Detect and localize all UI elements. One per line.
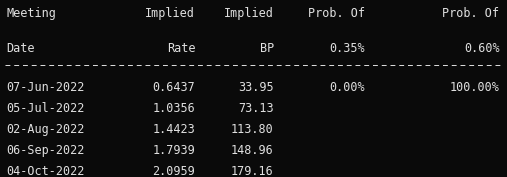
Text: 113.80: 113.80 (231, 123, 274, 136)
Text: 2.0959: 2.0959 (153, 165, 195, 177)
Text: 0.00%: 0.00% (330, 81, 365, 94)
Text: BP: BP (260, 42, 274, 55)
Text: 1.4423: 1.4423 (153, 123, 195, 136)
Text: 1.0356: 1.0356 (153, 102, 195, 115)
Text: 04-Oct-2022: 04-Oct-2022 (6, 165, 85, 177)
Text: 06-Sep-2022: 06-Sep-2022 (6, 144, 85, 157)
Text: 0.6437: 0.6437 (153, 81, 195, 94)
Text: 0.60%: 0.60% (464, 42, 499, 55)
Text: 33.95: 33.95 (238, 81, 274, 94)
Text: 05-Jul-2022: 05-Jul-2022 (6, 102, 85, 115)
Text: Prob. Of: Prob. Of (443, 7, 499, 20)
Text: 1.7939: 1.7939 (153, 144, 195, 157)
Text: Rate: Rate (167, 42, 195, 55)
Text: Implied: Implied (224, 7, 274, 20)
Text: Date: Date (6, 42, 34, 55)
Text: 0.35%: 0.35% (330, 42, 365, 55)
Text: 02-Aug-2022: 02-Aug-2022 (6, 123, 85, 136)
Text: 100.00%: 100.00% (450, 81, 499, 94)
Text: 179.16: 179.16 (231, 165, 274, 177)
Text: Meeting: Meeting (6, 7, 56, 20)
Text: 07-Jun-2022: 07-Jun-2022 (6, 81, 85, 94)
Text: 73.13: 73.13 (238, 102, 274, 115)
Text: Implied: Implied (146, 7, 195, 20)
Text: 148.96: 148.96 (231, 144, 274, 157)
Text: Prob. Of: Prob. Of (308, 7, 365, 20)
